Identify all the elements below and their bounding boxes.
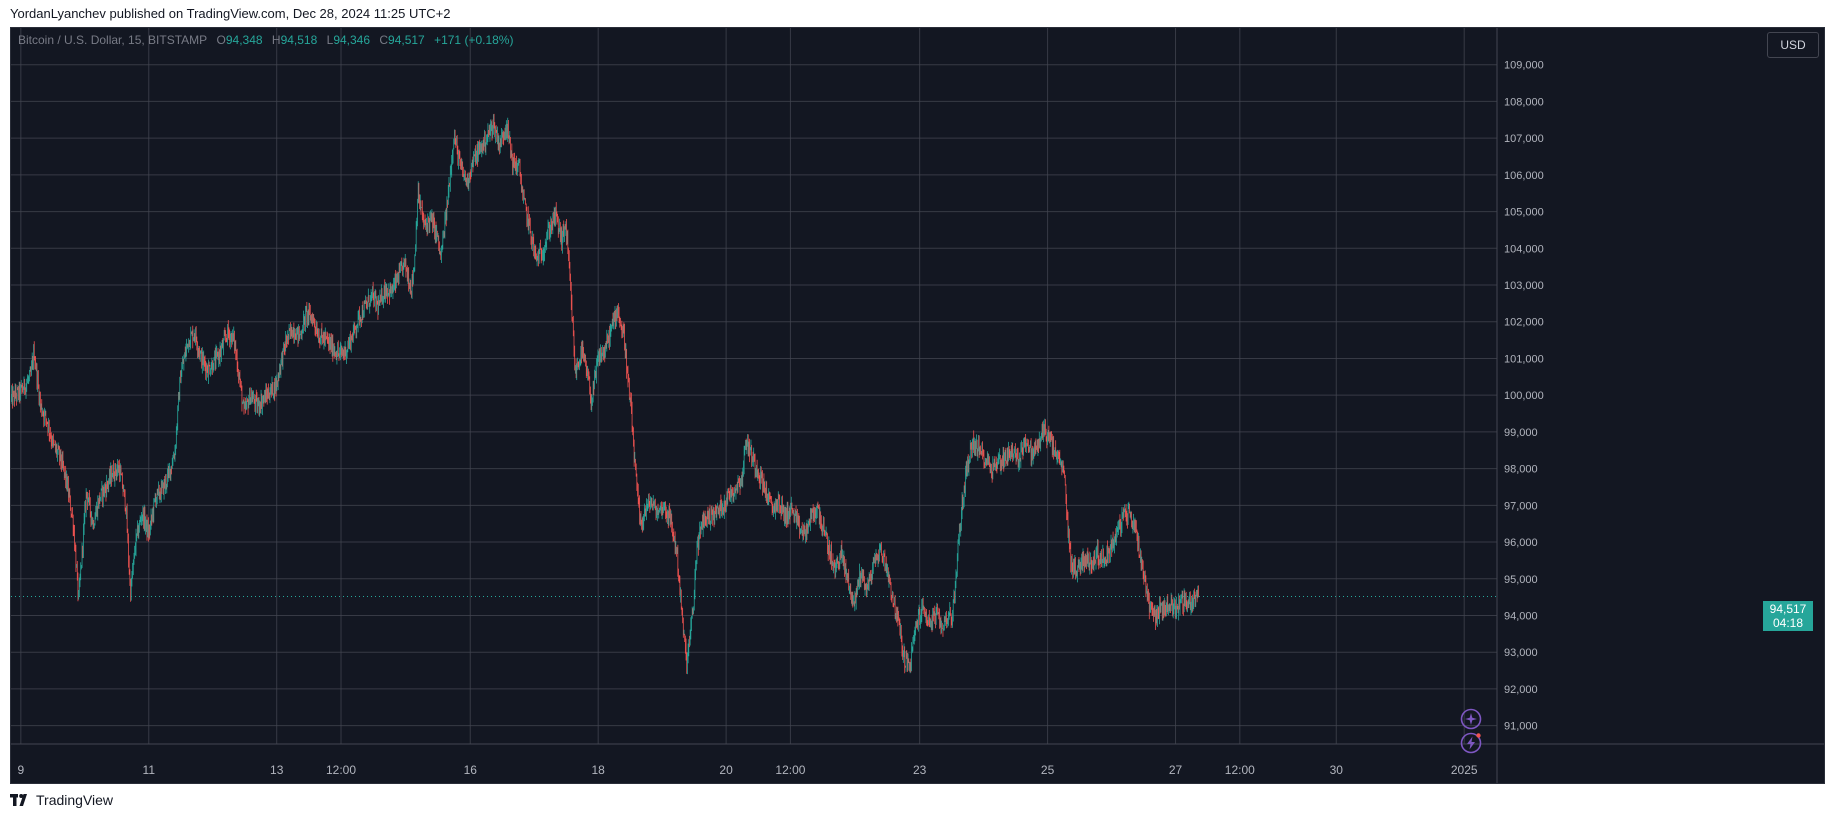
legend-low-value: 94,346: [333, 33, 371, 47]
x-tick-label: 27: [1169, 763, 1183, 777]
y-tick-label: 99,000: [1504, 427, 1538, 439]
last-price-badge: 94,517 04:18: [1763, 601, 1813, 631]
x-tick-label: 30: [1330, 763, 1344, 777]
y-tick-label: 91,000: [1504, 721, 1538, 733]
footer-brand: TradingView: [36, 792, 114, 808]
y-tick-label: 106,000: [1504, 170, 1544, 182]
x-tick-label: 11: [143, 763, 156, 777]
x-tick-label: 13: [270, 763, 284, 777]
legend-open-value: 94,348: [225, 33, 263, 47]
y-tick-label: 100,000: [1504, 390, 1544, 402]
y-tick-label: 102,000: [1504, 317, 1544, 329]
x-tick-label: 25: [1041, 763, 1055, 777]
y-tick-label: 109,000: [1504, 60, 1544, 72]
y-tick-label: 103,000: [1504, 280, 1544, 292]
footer: TradingView: [10, 792, 113, 808]
x-tick-label: 2025: [1451, 763, 1478, 777]
legend-close-value: 94,517: [388, 33, 425, 47]
lightning-icon[interactable]: [1460, 732, 1482, 754]
y-tick-label: 105,000: [1504, 207, 1544, 219]
y-tick-label: 95,000: [1504, 574, 1538, 586]
x-tick-label: 20: [719, 763, 733, 777]
sparkle-icon[interactable]: [1460, 708, 1482, 730]
axis-layer: 109,000 108,000 107,000 106,000 105,000 104,0…: [11, 28, 1824, 783]
legend-symbol: Bitcoin / U.S. Dollar, 15, BITSTAMP: [18, 33, 208, 47]
x-tick-label: 18: [592, 763, 606, 777]
chart-area[interactable]: 109,000 108,000 107,000 106,000 105,000 104,0…: [10, 27, 1825, 784]
legend-open-label: O: [216, 33, 226, 47]
grid-layer: [11, 28, 1497, 744]
x-tick-label: 23: [913, 763, 927, 777]
publisher-line: YordanLyanchev published on TradingView.…: [10, 6, 451, 21]
currency-button[interactable]: USD: [1767, 32, 1819, 58]
x-tick-label: 9: [17, 763, 24, 777]
y-tick-label: 96,000: [1504, 537, 1538, 549]
legend-change: +171 (+0.18%): [434, 33, 514, 47]
y-tick-label: 94,000: [1504, 610, 1538, 622]
y-tick-label: 97,000: [1504, 500, 1538, 512]
legend-close-label: C: [379, 33, 389, 47]
bar-countdown: 04:18: [1772, 616, 1804, 630]
x-tick-label: 16: [464, 763, 478, 777]
legend-high-label: H: [271, 33, 281, 47]
x-tick-label: 12:00: [775, 763, 805, 777]
y-tick-label: 98,000: [1504, 464, 1538, 476]
candle-layer: [11, 113, 1199, 675]
y-tick-label: 92,000: [1504, 684, 1538, 696]
y-tick-label: 108,000: [1504, 96, 1544, 108]
y-tick-label: 101,000: [1504, 353, 1544, 365]
legend-high-value: 94,518: [280, 33, 318, 47]
tradingview-logo-icon: [10, 794, 27, 806]
x-tick-label: 12:00: [1225, 763, 1255, 777]
y-tick-label: 104,000: [1504, 243, 1544, 255]
y-tick-label: 93,000: [1504, 647, 1538, 659]
price-chart[interactable]: 109,000 108,000 107,000 106,000 105,000 104,0…: [11, 28, 1824, 783]
y-tick-label: 107,000: [1504, 133, 1544, 145]
last-price-value: 94,517: [1769, 602, 1807, 616]
x-tick-label: 12:00: [326, 763, 356, 777]
chart-legend: Bitcoin / U.S. Dollar, 15, BITSTAMP O94,…: [18, 33, 513, 47]
legend-low-label: L: [326, 33, 334, 47]
